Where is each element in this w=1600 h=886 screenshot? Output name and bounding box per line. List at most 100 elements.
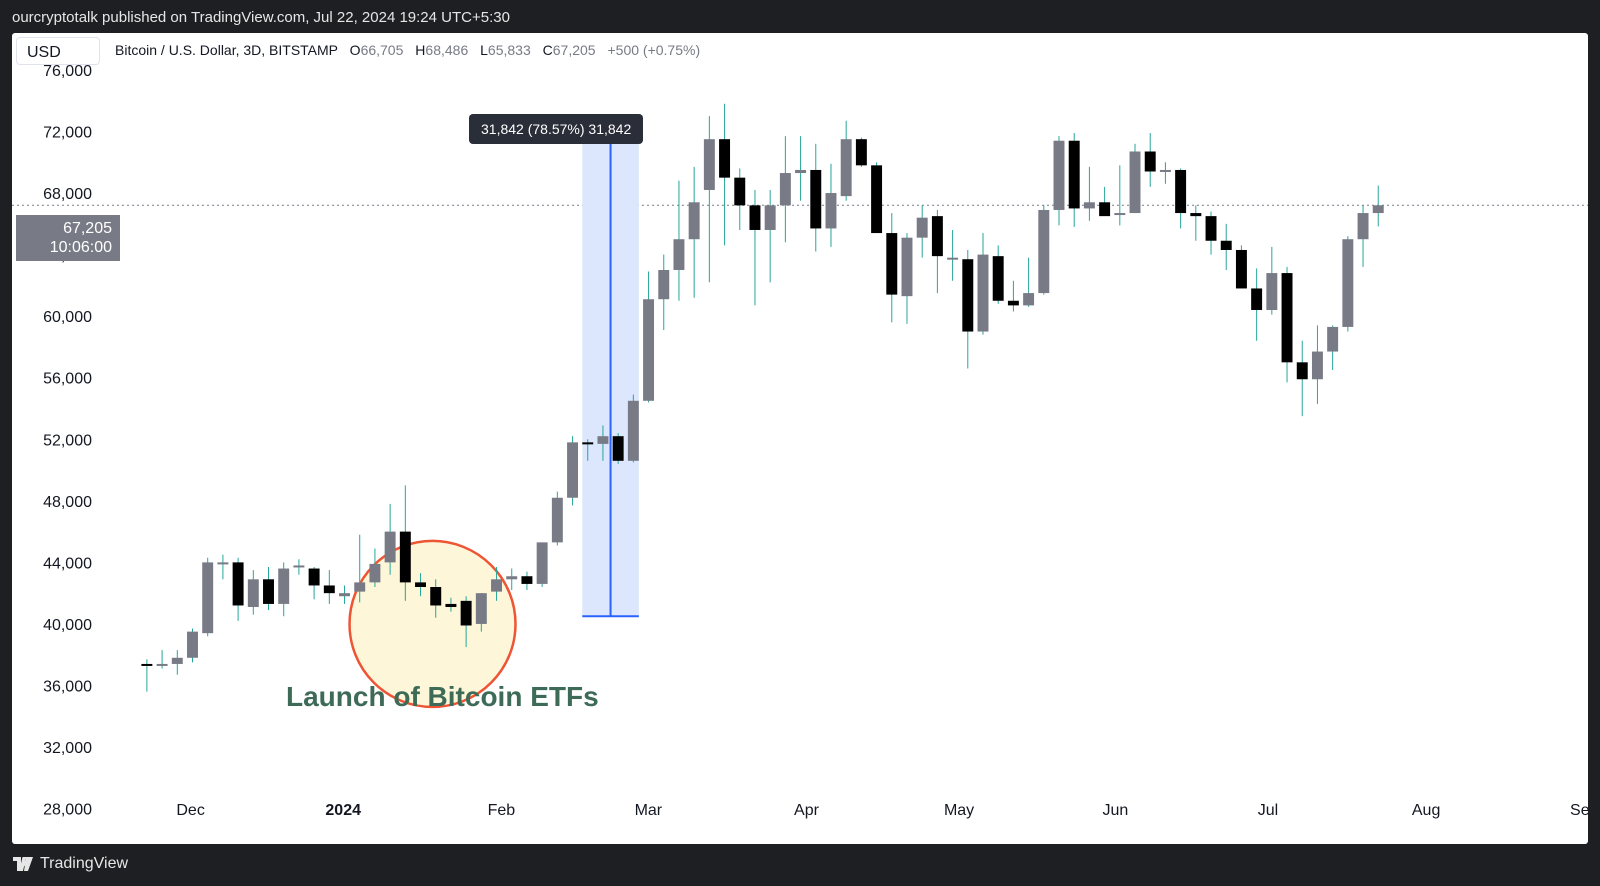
candle-body (1296, 362, 1308, 380)
candle-body (901, 237, 913, 297)
candlestick-chart[interactable]: 76,00072,00068,00064,00060,00056,00052,0… (12, 33, 1588, 844)
candle (415, 573, 426, 597)
candle (1205, 211, 1217, 255)
currency-label: USD (27, 44, 61, 61)
candle (947, 229, 959, 281)
candle (1053, 136, 1065, 226)
candle-body (551, 497, 563, 543)
y-tick-label: 52,000 (43, 432, 92, 449)
candle (810, 143, 822, 252)
candle (1083, 166, 1095, 221)
candle-body (1266, 273, 1278, 311)
candle (688, 166, 700, 298)
currency-selector[interactable]: USD (16, 37, 100, 65)
candle (1296, 340, 1308, 417)
candle-body (582, 442, 594, 445)
candle (734, 168, 746, 230)
candle (278, 562, 290, 617)
candle-body (1007, 300, 1019, 306)
candle-body (1342, 239, 1354, 327)
candle-body (156, 663, 168, 666)
candle-body (1114, 213, 1126, 216)
tradingview-logo-icon (13, 857, 33, 871)
candle (308, 566, 320, 600)
candle-body (1175, 169, 1187, 214)
price-range-measure[interactable] (582, 124, 639, 618)
candles (141, 103, 1384, 692)
candle-body (779, 173, 791, 206)
candle (354, 534, 366, 603)
candle-body (1038, 209, 1050, 294)
candle-body (491, 579, 503, 592)
candle (1099, 186, 1111, 217)
candle (491, 566, 503, 601)
candle-body (1083, 202, 1095, 209)
x-tick-label: Apr (794, 802, 820, 819)
candle-body (658, 269, 670, 300)
candle-body (1235, 249, 1247, 289)
candle-body (475, 593, 487, 624)
publish-header: ourcryptotalk published on TradingView.c… (0, 0, 1600, 34)
candle (1129, 143, 1141, 214)
candle-body (521, 576, 533, 584)
candle (1251, 268, 1263, 341)
candle-body (415, 582, 426, 588)
candle-body (536, 542, 548, 584)
candle-body (627, 400, 639, 461)
candle-body (688, 202, 700, 240)
symbol-legend[interactable]: Bitcoin / U.S. Dollar, 3D, BITSTAMP O66,… (115, 42, 700, 58)
candle-body (795, 169, 807, 174)
x-tick-label: Jun (1102, 802, 1128, 819)
candle (719, 103, 731, 246)
candle (901, 233, 913, 324)
chart-panel[interactable]: 76,00072,00068,00064,00060,00056,00052,0… (12, 33, 1588, 844)
candle-body (749, 205, 761, 230)
candle-body (141, 663, 153, 666)
candle-body (962, 259, 974, 332)
annotation-text: Launch of Bitcoin ETFs (286, 681, 599, 712)
candle (263, 566, 274, 611)
candle (597, 425, 609, 461)
candle (384, 503, 396, 575)
candle (1068, 133, 1080, 227)
y-tick-label: 44,000 (43, 555, 92, 572)
x-axis: Dec 2024 Feb Mar Apr May Jun Jul Aug Sep (176, 802, 1588, 819)
x-tick-label: Jul (1258, 802, 1278, 819)
candle-body (1023, 293, 1035, 306)
candle-body (825, 193, 837, 229)
x-tick-label: Feb (488, 802, 516, 819)
candle (886, 213, 898, 323)
y-tick-label: 72,000 (43, 124, 92, 141)
candle-body (232, 562, 244, 606)
candle (536, 542, 548, 588)
candle (1372, 185, 1384, 227)
y-tick-label: 60,000 (43, 309, 92, 326)
candle-body (202, 562, 214, 634)
candle-body (1357, 213, 1369, 240)
candle (156, 650, 168, 669)
candle (1357, 205, 1369, 267)
low-value: 65,833 (487, 42, 531, 58)
candle (977, 233, 989, 335)
candle (217, 554, 229, 580)
candle-body (1220, 240, 1232, 250)
candle-body (1251, 288, 1263, 311)
candle (551, 491, 563, 546)
candle (1007, 280, 1019, 312)
candle-body (278, 568, 290, 604)
candle-body (855, 139, 867, 166)
candle (1023, 257, 1035, 307)
last-price: 67,205 (63, 220, 112, 237)
candle (627, 394, 639, 463)
candle (855, 137, 867, 167)
candle (567, 436, 579, 506)
candle-body (1053, 140, 1065, 210)
bar-countdown: 10:06:00 (49, 239, 112, 256)
candle-body (719, 139, 731, 178)
candle (1327, 325, 1339, 371)
x-tick-label: Aug (1412, 802, 1440, 819)
candle-body (947, 257, 959, 260)
candle (1175, 168, 1187, 229)
candle-body (399, 531, 411, 583)
candle (643, 271, 655, 403)
